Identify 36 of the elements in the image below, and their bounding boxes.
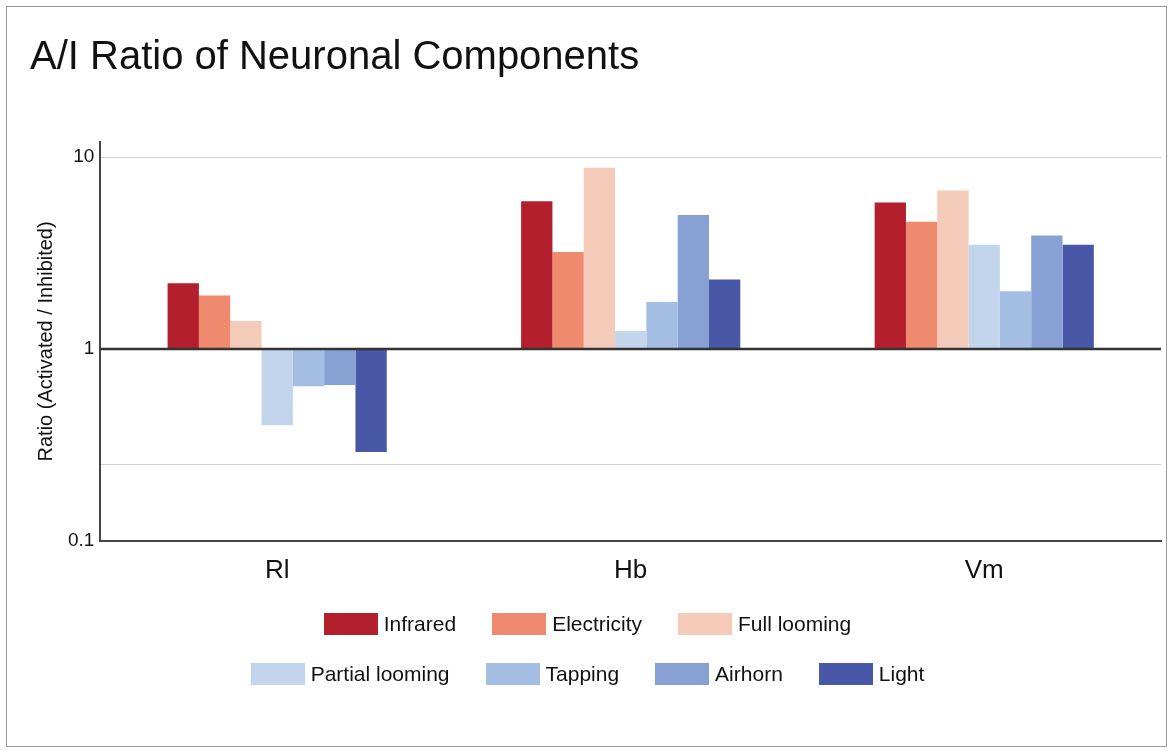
bar (521, 201, 553, 349)
bar (261, 348, 293, 426)
bar (167, 283, 199, 349)
bar (230, 320, 262, 349)
bar (292, 348, 325, 387)
legend-label: Full looming (738, 612, 852, 636)
bar (677, 214, 709, 349)
bar (552, 252, 584, 349)
bar (937, 190, 969, 349)
chart-title: A/I Ratio of Neuronal Components (30, 33, 640, 78)
bar (198, 295, 231, 349)
x-tick-label: Vm (964, 553, 1004, 584)
x-tick-label: Hb (614, 553, 648, 584)
x-tick-label: Rl (264, 553, 290, 584)
y-tick-label: 10 (73, 145, 95, 167)
y-axis-title: Ratio (Activated / Inhibited) (33, 221, 56, 462)
bar (1062, 244, 1094, 349)
bar (615, 331, 647, 349)
bar (583, 167, 616, 349)
bar (324, 348, 356, 385)
legend-label: Electricity (552, 612, 642, 636)
legend-label: Partial looming (310, 662, 450, 686)
legend-label: Light (878, 662, 925, 686)
bar (968, 244, 1000, 349)
legend-label: Infrared (383, 612, 457, 636)
y-tick-label: 1 (83, 337, 95, 359)
legend-label: Airhorn (715, 662, 783, 686)
bar (646, 301, 678, 349)
bar (999, 291, 1032, 349)
y-tick-label: 0.1 (67, 529, 95, 551)
legend-label: Tapping (545, 662, 620, 686)
bar (355, 348, 387, 453)
bar (1031, 235, 1063, 349)
bar (874, 202, 906, 349)
bar (905, 221, 938, 349)
bar (708, 279, 741, 349)
